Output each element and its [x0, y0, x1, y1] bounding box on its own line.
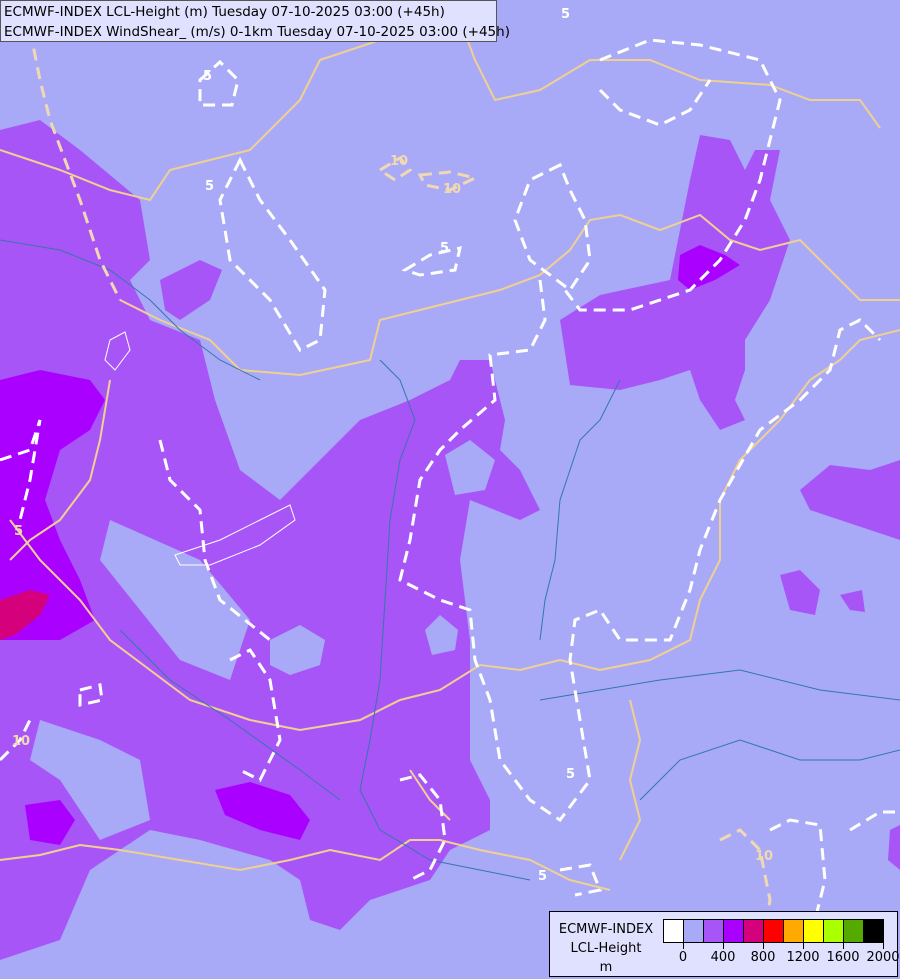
legend-tick-label: 0: [678, 950, 688, 965]
contour-label: 5: [203, 69, 212, 84]
contour-label: 10: [390, 154, 408, 169]
legend-swatch: [724, 920, 744, 942]
lcl-0-200-holes: [30, 440, 495, 840]
lakes: [104, 331, 296, 566]
lcl-200-400-regions: [0, 120, 900, 960]
contour-label: 5: [205, 179, 214, 194]
legend-tick-label: 1600: [826, 950, 860, 965]
title-line-windshear: ECMWF-INDEX WindShear_ (m/s) 0-1km Tuesd…: [4, 24, 510, 40]
legend-tick-label: 2000: [866, 950, 900, 965]
contour-label: 10: [12, 734, 30, 749]
legend-swatch: [744, 920, 764, 942]
legend-swatch: [864, 920, 883, 942]
lcl-400-600-regions: [0, 245, 740, 845]
legend-tick-label: 400: [710, 950, 736, 965]
legend-tick: [723, 942, 724, 949]
legend-swatch: [784, 920, 804, 942]
legend-tick: [803, 942, 804, 949]
title-line-lcl: ECMWF-INDEX LCL-Height (m) Tuesday 07-10…: [4, 4, 445, 20]
legend-swatch: [684, 920, 704, 942]
legend-swatch: [704, 920, 724, 942]
color-legend: ECMWF-INDEX LCL-Height m 0 400 800 1200 1600…: [549, 911, 900, 977]
legend-unit: m: [599, 960, 613, 975]
legend-tick-label: 800: [750, 950, 776, 965]
legend-swatch: [824, 920, 844, 942]
contour-label: 5: [561, 7, 570, 22]
contour-label: 10: [755, 849, 773, 864]
legend-tick: [763, 942, 764, 949]
contour-label: 10: [443, 182, 461, 197]
legend-tick-label: 1200: [786, 950, 820, 965]
rivers: [0, 239, 900, 881]
map-title-box: ECMWF-INDEX LCL-Height (m) Tuesday 07-10…: [0, 0, 510, 42]
lcl-600-800-regions: [0, 590, 50, 640]
legend-swatch: [804, 920, 824, 942]
legend-swatches: [663, 919, 884, 943]
contour-label: 5: [440, 241, 449, 256]
legend-swatch: [764, 920, 784, 942]
legend-swatch: [664, 920, 684, 942]
windshear-contours: [0, 38, 900, 972]
contour-label: 5: [566, 767, 575, 782]
contour-label: 5: [538, 869, 547, 884]
contour-label: 5: [14, 524, 23, 539]
legend-tick: [843, 942, 844, 949]
legend-title-model: ECMWF-INDEX: [558, 922, 654, 937]
legend-tick: [883, 942, 884, 949]
legend-title: ECMWF-INDEX LCL-Height m: [552, 920, 660, 977]
legend-title-variable: LCL-Height: [570, 941, 642, 956]
legend-swatch: [844, 920, 864, 942]
legend-tick: [683, 942, 684, 949]
